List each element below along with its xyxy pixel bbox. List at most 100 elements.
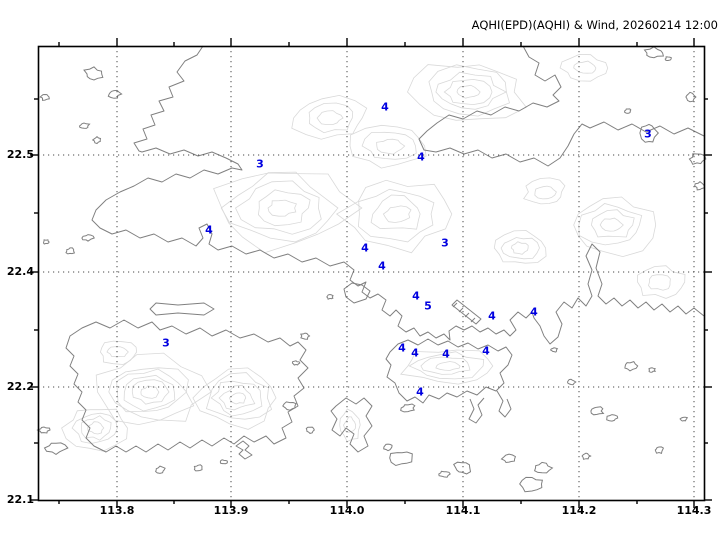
terrain-contour [234,180,322,235]
terrain-contour [335,179,453,254]
station-aqhi-value: 4 [442,347,450,361]
island-coastline [581,452,592,460]
terrain-contour [61,408,128,452]
coastline [496,390,512,418]
x-axis-tick-label: 113.9 [213,504,249,517]
station-aqhi-value: 3 [256,157,264,171]
island-coastline [606,414,619,422]
terrain-contour [559,53,609,82]
terrain-contour [493,230,547,264]
terrain-contour [420,356,471,375]
terrain-contour [81,415,112,441]
island-coastline [664,56,672,61]
island-coastline [533,461,554,474]
coastline [149,302,215,316]
terrain-contour [116,368,188,413]
runway-hatch [470,317,476,323]
island-coastline [78,122,91,129]
terrain-contour [106,346,129,358]
terrain-contour [228,392,247,405]
station-aqhi-value: 4 [361,241,369,255]
terrain-contour [87,421,105,435]
terrain-contour [316,110,344,125]
island-coastline [326,293,334,300]
station-aqhi-value: 4 [378,259,386,273]
station-aqhi-value: 4 [411,346,419,360]
terrain-contour [523,177,566,205]
y-axis-tick-label: 22.1 [6,493,34,506]
terrain-contour [428,64,510,117]
terrain-contour [308,102,354,134]
island-coastline [383,443,393,452]
island-coastline [624,360,639,372]
island-coastline [519,476,544,493]
station-aqhi-value: 3 [644,127,652,141]
island-coastline [438,470,451,478]
island-coastline [36,426,51,434]
terrain-contour [349,124,427,169]
terrain-contour [220,171,339,243]
coastline [330,397,373,453]
terrain-contour [99,340,138,365]
island-coastline [453,461,472,475]
island-coastline [305,426,315,434]
terrain-contour [435,71,507,110]
x-axis-tick-label: 114.0 [329,504,365,517]
island-coastline [679,416,689,422]
station-aqhi-value: 5 [424,299,432,313]
terrain-contour [382,205,412,223]
island-coastline [107,89,123,99]
terrain-contour [599,217,624,232]
island-coastline [648,367,657,373]
station-aqhi-value: 4 [398,341,406,355]
terrain-contour [131,379,170,405]
x-axis-tick-label: 113.8 [99,504,135,517]
terrain-contour [456,84,481,99]
y-axis-tick-label: 22.2 [6,380,34,393]
station-aqhi-value: 4 [488,309,496,323]
island-coastline [549,347,559,353]
terrain-contour [637,265,686,299]
island-coastline [81,234,95,242]
coastline [385,338,513,404]
island-coastline [291,360,301,366]
terrain-contour [343,416,357,433]
terrain-contour [357,188,435,243]
island-coastline [688,153,707,165]
x-axis-tick-label: 114.1 [445,504,481,517]
coastline [468,397,485,424]
terrain-contour [443,78,493,106]
island-coastline [389,451,413,467]
terrain-contour [291,94,368,140]
terrain-contour [500,237,540,260]
terrain-contour [510,241,529,255]
terrain-contour [578,203,643,246]
station-aqhi-value: 4 [530,305,538,319]
terrain-contour [257,189,311,227]
terrain-contour [205,372,273,420]
terrain-contour [407,64,527,121]
terrain-contour [534,185,557,200]
terrain-contour [370,194,421,230]
terrain-contour [123,374,176,412]
terrain-contour [400,349,494,385]
coastline [451,299,482,325]
y-axis-tick-label: 22.5 [6,148,34,161]
island-coastline [694,181,705,191]
island-coastline [299,332,311,340]
terrain-contour [361,131,417,160]
terrain-contour [590,209,635,238]
runway-hatch [458,307,464,313]
station-aqhi-value: 3 [441,236,449,250]
station-aqhi-value: 4 [482,344,490,358]
island-coastline [219,459,229,465]
plot-title: AQHI(EPD)(AQHI) & Wind, 20260214 12:00 [471,18,718,32]
terrain-contour [108,367,195,421]
island-coastline [643,46,665,59]
terrain-contour [573,60,597,74]
island-coastline [193,464,203,472]
terrain-contour [210,380,263,417]
island-coastline [282,401,297,411]
